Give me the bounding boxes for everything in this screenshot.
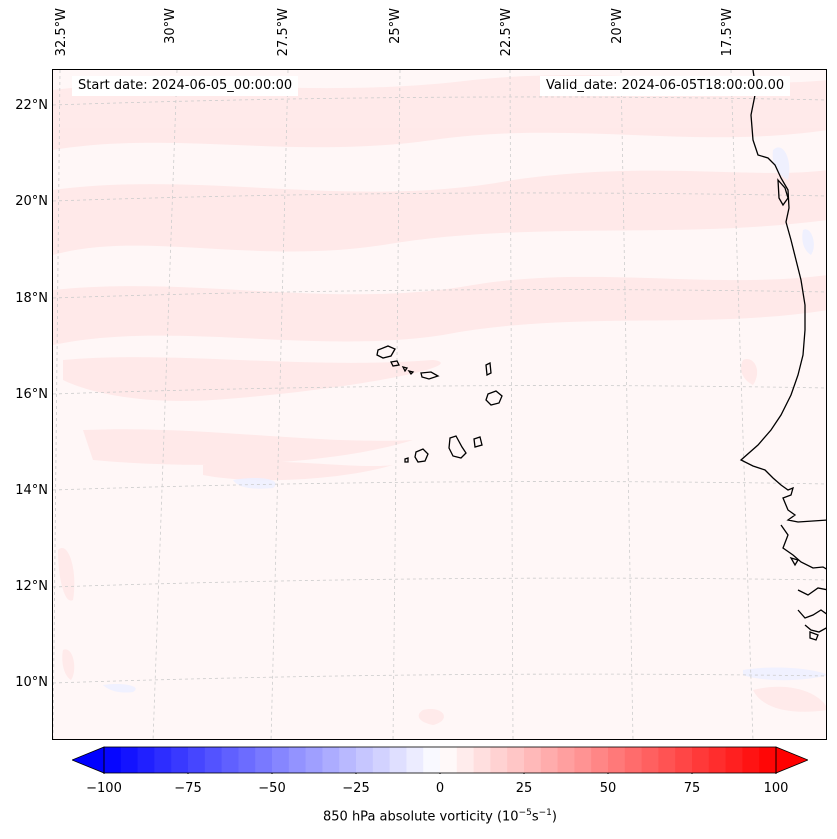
colorbar-cell	[608, 747, 626, 773]
colorbar-label-exp2: −1	[538, 808, 552, 818]
colorbar-label-exp1: −5	[518, 808, 532, 818]
colorbar-cell	[389, 747, 407, 773]
colorbar-cell	[104, 747, 122, 773]
colorbar-tick-0: 0	[435, 781, 445, 796]
colorbar-cell	[507, 747, 525, 773]
colorbar-cell	[322, 747, 340, 773]
colorbar-cells	[104, 747, 777, 773]
colorbar-cell	[591, 747, 609, 773]
colorbar-max-extend	[775, 746, 808, 774]
colorbar-cell	[540, 747, 559, 773]
colorbar-cell	[305, 747, 323, 773]
colorbar-cell	[675, 747, 693, 773]
negative-vorticity-patches	[103, 147, 826, 693]
lon-label-30w: 30°W	[163, 8, 178, 44]
lon-label-27-5w: 27.5°W	[276, 8, 291, 57]
colorbar-cell	[137, 747, 155, 773]
colorbar-label: 850 hPa absolute vorticity (10−5s−1)	[0, 808, 837, 824]
colorbar-cell	[204, 747, 223, 773]
colorbar-cell	[171, 747, 189, 773]
colorbar-cell	[120, 747, 139, 773]
lat-label-14n: 14°N	[15, 483, 48, 498]
start-date-label: Start date: 2024-06-05_00:00:00	[72, 76, 299, 96]
lat-label-12n: 12°N	[15, 579, 48, 594]
lat-label-20n: 20°N	[15, 194, 48, 209]
colorbar-tick-neg25: −25	[342, 781, 370, 796]
colorbar-min-extend	[72, 746, 105, 774]
colorbar-label-prefix: 850 hPa absolute vorticity (10	[323, 809, 519, 825]
colorbar-cell	[557, 747, 575, 773]
colorbar-tick-100: 100	[763, 781, 789, 796]
colorbar-cell	[356, 747, 374, 773]
lon-label-17-5w: 17.5°W	[720, 8, 735, 57]
colorbar-cell	[641, 747, 659, 773]
colorbar-cell	[725, 747, 743, 773]
colorbar-cell	[272, 747, 290, 773]
colorbar-cell	[692, 747, 710, 773]
lon-label-25w: 25°W	[388, 8, 403, 44]
colorbar-cell	[255, 747, 273, 773]
colorbar-cell	[708, 747, 727, 773]
colorbar-cell	[288, 747, 307, 773]
colorbar-cell	[759, 747, 777, 773]
lat-label-10n: 10°N	[15, 675, 48, 690]
colorbar-tick-neg75: −75	[174, 781, 202, 796]
colorbar-tick-marks	[103, 773, 777, 774]
colorbar-cell	[188, 747, 206, 773]
colorbar-tick-50: 50	[599, 781, 617, 796]
colorbar-cell	[372, 747, 391, 773]
colorbar-cell	[456, 747, 475, 773]
gridlines	[53, 70, 826, 739]
colorbar-cell	[154, 747, 172, 773]
lat-label-22n: 22°N	[15, 98, 48, 113]
colorbar-label-mid: s	[531, 809, 539, 825]
lon-label-32-5w: 32.5°W	[54, 8, 69, 57]
valid-date-label: Valid_date: 2024-06-05T18:00:00.00	[540, 76, 791, 96]
colorbar-cell	[406, 747, 424, 773]
colorbar-cell	[473, 747, 491, 773]
colorbar-cell	[574, 747, 592, 773]
colorbar-tick-neg100: −100	[86, 781, 122, 796]
colorbar-label-suffix: )	[551, 809, 557, 825]
colorbar-cell	[440, 747, 458, 773]
colorbar-tick-25: 25	[515, 781, 533, 796]
colorbar-cell	[624, 747, 643, 773]
colorbar-cell	[423, 747, 441, 773]
african-coastline	[739, 70, 826, 641]
cape-verde-islands	[376, 345, 503, 463]
lat-label-16n: 16°N	[15, 387, 48, 402]
lon-label-20w: 20°W	[610, 8, 625, 44]
colorbar-cell	[339, 747, 357, 773]
colorbar	[72, 746, 808, 774]
colorbar-cell	[742, 747, 760, 773]
map-panel	[52, 69, 827, 740]
vorticity-field	[53, 70, 826, 739]
colorbar-cell	[658, 747, 676, 773]
colorbar-cell	[524, 747, 542, 773]
colorbar-cell	[238, 747, 256, 773]
lon-label-22-5w: 22.5°W	[499, 8, 514, 57]
colorbar-tick-75: 75	[683, 781, 701, 796]
colorbar-cell	[221, 747, 239, 773]
lat-label-18n: 18°N	[15, 291, 48, 306]
colorbar-tick-neg50: −50	[258, 781, 286, 796]
vorticity-bands	[53, 75, 826, 725]
colorbar-cell	[490, 747, 508, 773]
